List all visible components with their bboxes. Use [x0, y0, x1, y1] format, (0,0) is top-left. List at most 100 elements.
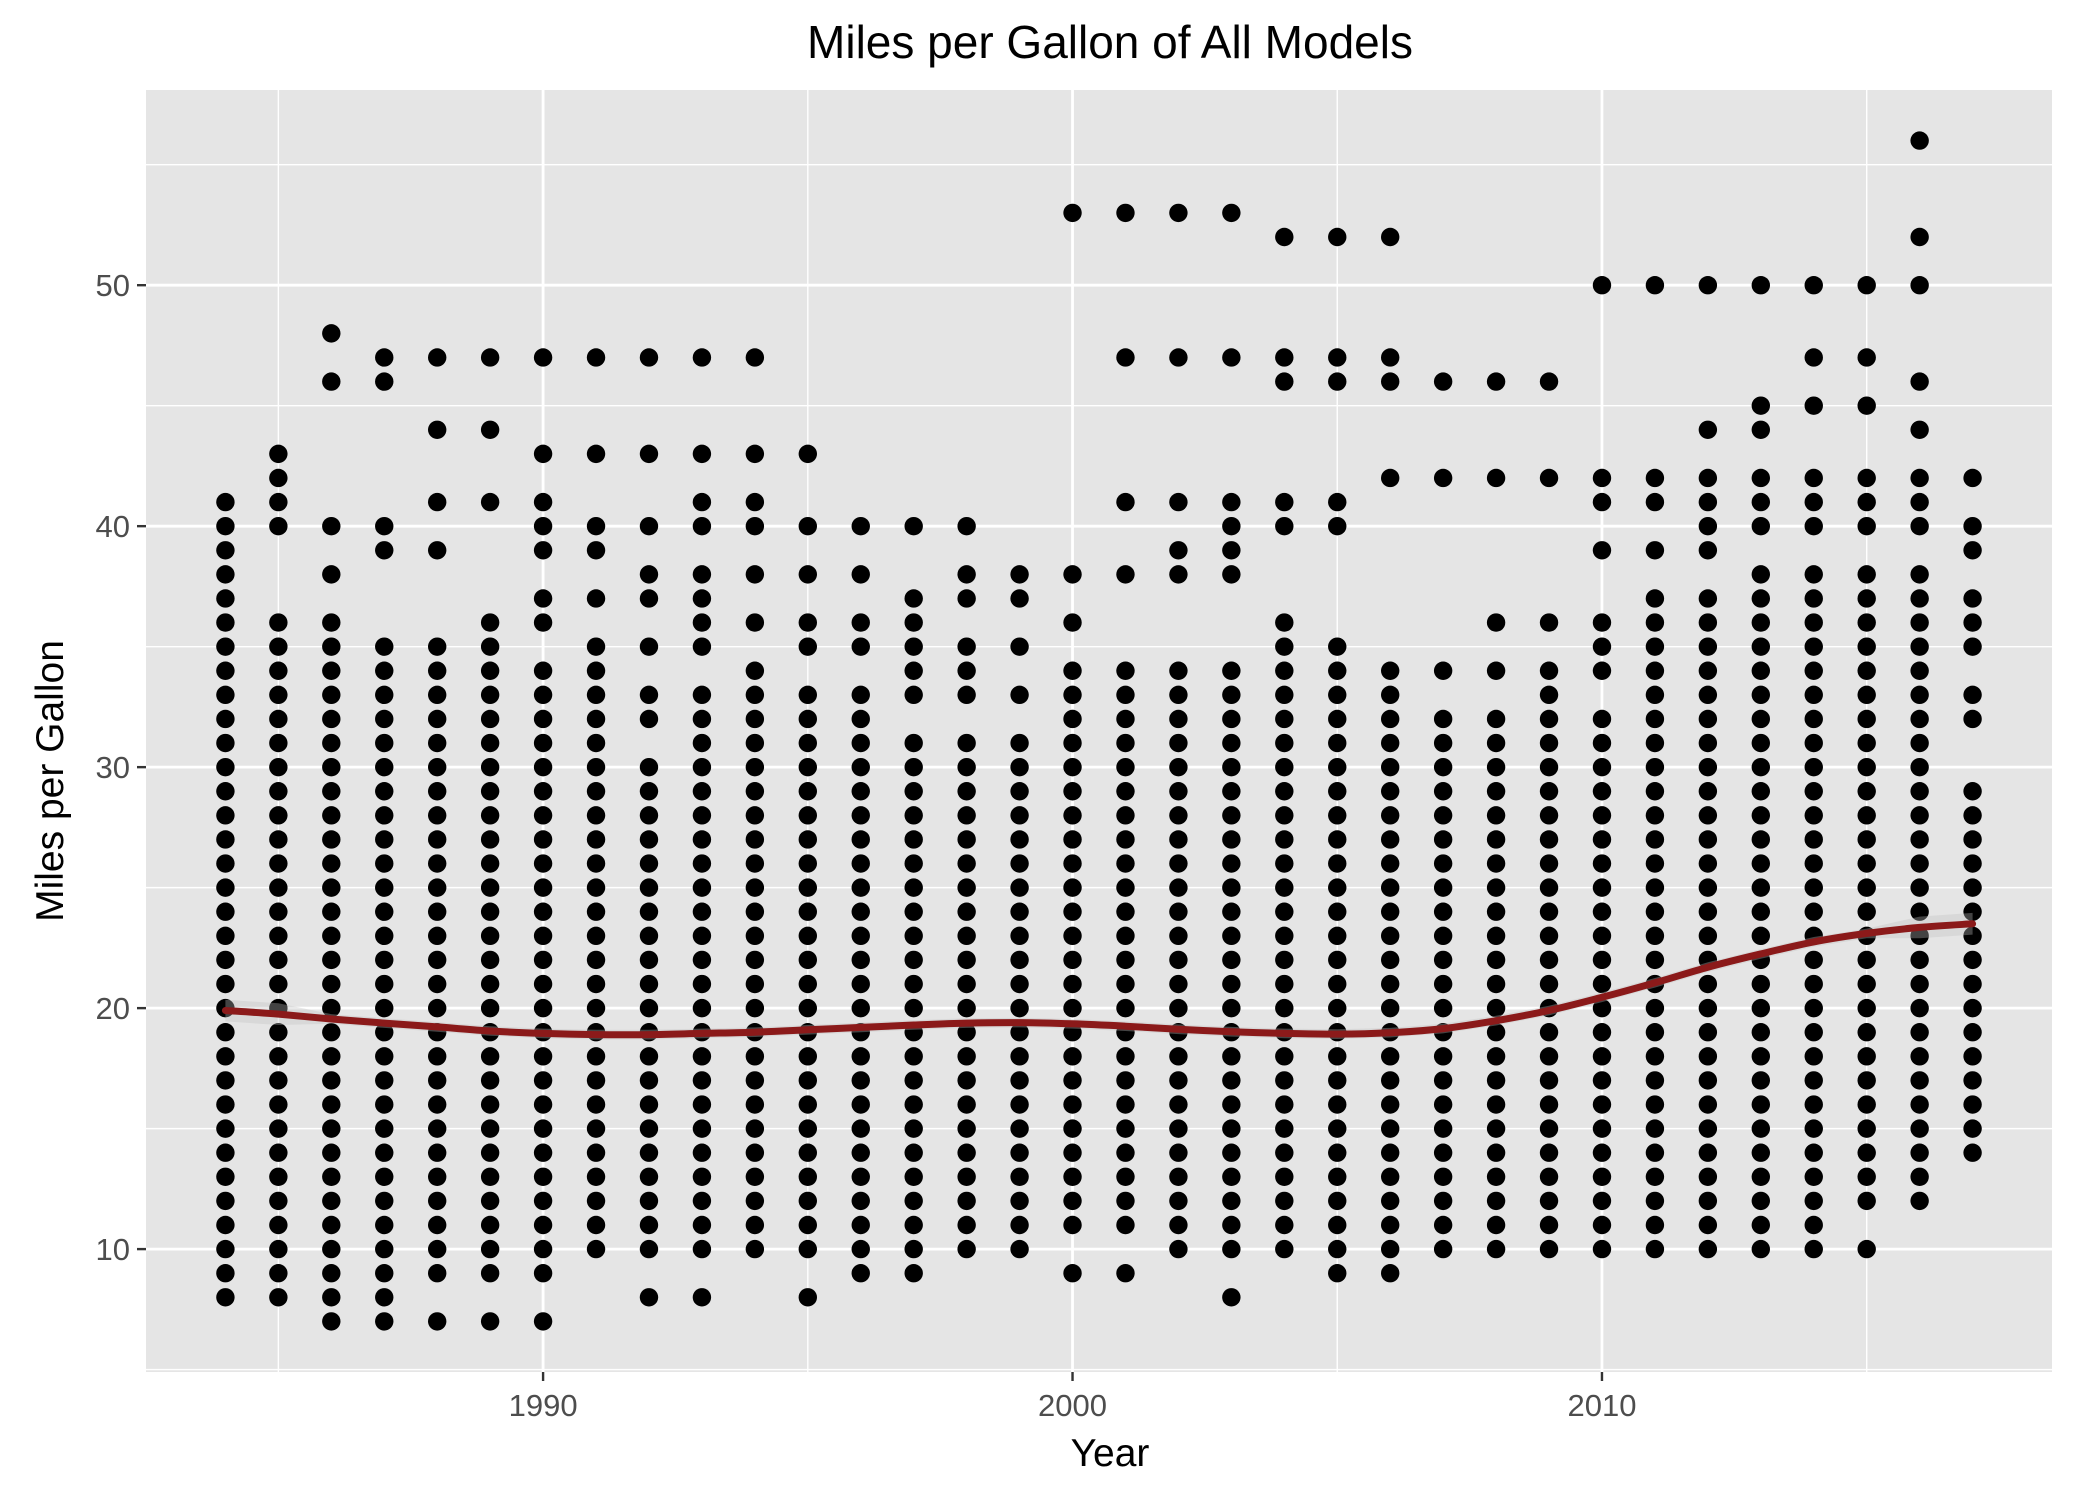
data-point [904, 1143, 923, 1162]
data-point [745, 782, 765, 801]
data-point [957, 1191, 976, 1211]
data-point [1539, 1143, 1559, 1162]
data-point [1486, 1095, 1506, 1114]
data-point [798, 516, 818, 536]
data-point [216, 806, 235, 825]
data-point [692, 902, 712, 921]
data-point [1486, 613, 1506, 632]
data-point [269, 806, 288, 825]
data-point [480, 1215, 500, 1235]
data-point [851, 1095, 870, 1114]
data-point [1486, 926, 1506, 946]
data-point [798, 1119, 818, 1138]
data-point [1751, 1215, 1771, 1235]
data-point [1910, 227, 1929, 247]
data-point [1751, 1095, 1771, 1114]
data-point [1751, 878, 1771, 897]
data-point [322, 1215, 341, 1235]
data-point [1857, 661, 1876, 680]
data-point [957, 974, 976, 994]
data-point [269, 1071, 288, 1090]
data-point [1275, 709, 1294, 729]
data-point [480, 1143, 500, 1162]
data-point [1328, 1119, 1347, 1138]
data-point [1539, 854, 1559, 873]
data-point [957, 589, 976, 608]
data-point [1698, 806, 1718, 825]
data-point [904, 757, 923, 777]
data-point [1222, 1071, 1241, 1090]
data-point [1380, 661, 1400, 680]
data-point [216, 878, 235, 897]
data-point [375, 1167, 394, 1187]
data-point [427, 902, 447, 921]
data-point [1222, 757, 1241, 777]
data-point [427, 998, 447, 1018]
data-point [1592, 613, 1612, 632]
data-point [1010, 974, 1029, 994]
data-point [375, 1263, 394, 1283]
data-point [1963, 1143, 1982, 1162]
data-point [1592, 902, 1612, 921]
data-point [1539, 1095, 1559, 1114]
data-point [798, 950, 818, 970]
data-point [216, 1071, 235, 1090]
data-point [269, 444, 288, 464]
data-point [586, 444, 606, 464]
data-point [533, 541, 553, 560]
data-point [692, 950, 712, 970]
data-point [798, 1167, 818, 1187]
data-point [1486, 974, 1506, 994]
data-point [586, 733, 606, 753]
data-point [1328, 1215, 1347, 1235]
data-point [1645, 902, 1665, 921]
data-point [904, 1263, 923, 1283]
data-point [1116, 1215, 1135, 1235]
data-point [1698, 974, 1718, 994]
data-point [904, 1191, 923, 1211]
data-point [745, 709, 765, 729]
data-point [1804, 661, 1823, 680]
data-point [1222, 516, 1241, 536]
data-point [1539, 1047, 1559, 1066]
data-point [1910, 372, 1929, 391]
data-point [692, 492, 712, 512]
data-point [480, 950, 500, 970]
data-point [1010, 782, 1029, 801]
data-point [1486, 372, 1506, 391]
data-point [1275, 1167, 1294, 1187]
data-point [851, 926, 870, 946]
data-point [957, 1047, 976, 1066]
chart-title: Miles per Gallon of All Models [807, 16, 1413, 68]
data-point [375, 661, 394, 680]
panel-background [146, 90, 2052, 1372]
data-point [533, 998, 553, 1018]
data-point [1857, 830, 1876, 849]
data-point [1857, 637, 1876, 656]
data-point [904, 806, 923, 825]
data-point [1169, 492, 1188, 512]
data-point [692, 1119, 712, 1138]
data-point [1698, 1215, 1718, 1235]
data-point [1169, 878, 1188, 897]
data-point [1063, 661, 1082, 680]
data-point [216, 516, 235, 536]
data-point [957, 782, 976, 801]
data-point [1063, 1071, 1082, 1090]
data-point [216, 757, 235, 777]
data-point [904, 1095, 923, 1114]
data-point [1804, 565, 1823, 584]
data-point [480, 661, 500, 680]
data-point [798, 709, 818, 729]
data-point [957, 1239, 976, 1259]
data-point [1698, 637, 1718, 656]
data-point [1645, 468, 1665, 488]
data-point [692, 565, 712, 584]
data-point [1698, 468, 1718, 488]
data-point [586, 854, 606, 873]
data-point [1275, 974, 1294, 994]
y-tick-label: 20 [96, 991, 130, 1026]
data-point [1010, 733, 1029, 753]
data-point [1433, 1095, 1453, 1114]
data-point [1010, 854, 1029, 873]
